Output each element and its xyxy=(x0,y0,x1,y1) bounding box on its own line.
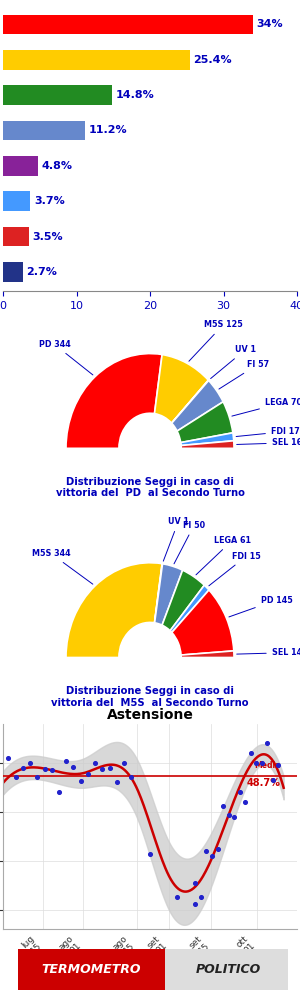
Point xyxy=(100,761,105,777)
Bar xyxy=(3,262,23,282)
Text: SEL 16: SEL 16 xyxy=(237,438,300,447)
Point xyxy=(122,755,127,771)
Bar xyxy=(3,191,30,211)
Wedge shape xyxy=(181,433,234,446)
Point xyxy=(35,769,40,785)
Point xyxy=(243,794,248,810)
Text: 48.7%: 48.7% xyxy=(247,778,281,788)
Bar xyxy=(18,949,165,990)
Point xyxy=(20,760,25,776)
Text: FI 50: FI 50 xyxy=(174,521,205,564)
Text: FDI 17: FDI 17 xyxy=(236,427,300,437)
Point xyxy=(64,753,69,769)
Wedge shape xyxy=(66,563,162,657)
Wedge shape xyxy=(170,585,209,633)
Point xyxy=(71,759,76,775)
Wedge shape xyxy=(66,354,162,448)
Bar xyxy=(3,156,38,176)
Text: Distribuzione Seggi in caso di
vittoria del  PD  al Secondo Turno: Distribuzione Seggi in caso di vittoria … xyxy=(56,477,244,498)
Point xyxy=(93,755,98,771)
Wedge shape xyxy=(177,402,233,443)
Point xyxy=(148,846,152,862)
Bar xyxy=(3,227,29,246)
Text: Media: Media xyxy=(255,761,281,770)
Wedge shape xyxy=(154,564,163,623)
Bar xyxy=(165,949,288,990)
Point xyxy=(57,784,62,800)
Text: M5S 344: M5S 344 xyxy=(32,549,93,584)
Text: FI 57: FI 57 xyxy=(219,360,269,389)
Text: 2.7%: 2.7% xyxy=(26,267,57,277)
Bar xyxy=(3,121,85,140)
Point xyxy=(28,755,32,771)
Text: 34%: 34% xyxy=(256,19,283,29)
Text: LEGA 70: LEGA 70 xyxy=(232,398,300,416)
Point xyxy=(85,766,90,782)
Text: 3.7%: 3.7% xyxy=(34,196,64,206)
Point xyxy=(232,809,236,825)
Text: FDI 15: FDI 15 xyxy=(209,552,261,586)
Point xyxy=(210,848,214,864)
Bar xyxy=(3,15,253,34)
Point xyxy=(226,807,231,823)
Wedge shape xyxy=(154,564,183,625)
Point xyxy=(215,841,220,857)
Point xyxy=(13,769,18,785)
Title: Astensione: Astensione xyxy=(106,708,194,722)
Point xyxy=(6,750,11,766)
Point xyxy=(129,769,134,785)
Text: 11.2%: 11.2% xyxy=(89,125,128,135)
Point xyxy=(221,798,226,814)
Wedge shape xyxy=(162,570,204,631)
Wedge shape xyxy=(181,441,234,448)
Text: 4.8%: 4.8% xyxy=(42,161,73,171)
Point xyxy=(204,843,209,859)
Point xyxy=(259,755,264,771)
Point xyxy=(237,784,242,800)
Text: 25.4%: 25.4% xyxy=(194,55,232,65)
Bar xyxy=(3,50,190,70)
Point xyxy=(107,760,112,776)
Text: 14.8%: 14.8% xyxy=(116,90,154,100)
Point xyxy=(254,755,259,771)
Point xyxy=(193,875,198,891)
Point xyxy=(270,772,275,788)
Point xyxy=(199,889,203,905)
Wedge shape xyxy=(154,355,208,423)
Text: POLITICO: POLITICO xyxy=(195,963,260,976)
Point xyxy=(174,889,179,905)
Wedge shape xyxy=(172,590,234,655)
Point xyxy=(78,773,83,789)
Point xyxy=(49,762,54,778)
Text: UV 1: UV 1 xyxy=(163,517,189,561)
Bar xyxy=(3,85,112,105)
Text: UV 1: UV 1 xyxy=(211,345,256,379)
Point xyxy=(42,761,47,777)
Text: 3.5%: 3.5% xyxy=(32,232,63,242)
Wedge shape xyxy=(181,651,234,657)
Point xyxy=(193,896,198,912)
Wedge shape xyxy=(172,380,209,423)
Point xyxy=(276,757,281,773)
Text: M5S 125: M5S 125 xyxy=(189,320,242,361)
Wedge shape xyxy=(172,380,223,431)
Point xyxy=(248,745,253,761)
Point xyxy=(114,774,119,790)
Text: Distribuzione Seggi in caso di
vittoria del  M5S  al Secondo Turno: Distribuzione Seggi in caso di vittoria … xyxy=(51,686,249,708)
Text: SEL 14: SEL 14 xyxy=(237,648,300,657)
Point xyxy=(265,735,270,751)
Text: LEGA 61: LEGA 61 xyxy=(196,536,251,575)
Text: PD 344: PD 344 xyxy=(39,340,93,375)
Text: TERMOMETRO: TERMOMETRO xyxy=(41,963,141,976)
Text: PD 145: PD 145 xyxy=(229,596,292,617)
